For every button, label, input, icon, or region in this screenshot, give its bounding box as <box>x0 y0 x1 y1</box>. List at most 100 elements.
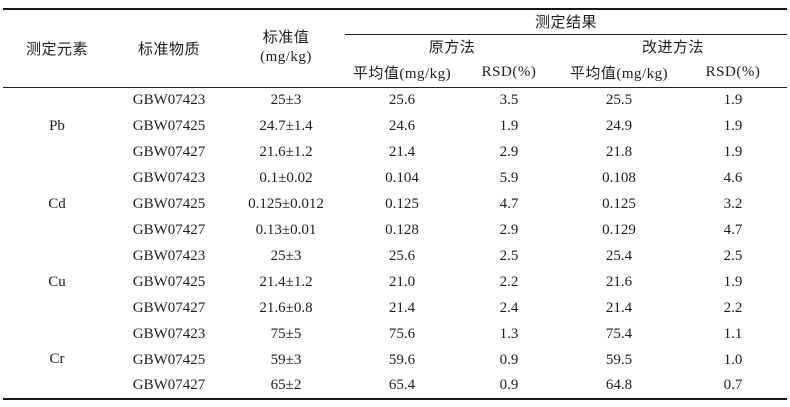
standard-value-cell: 0.13±0.01 <box>255 221 317 238</box>
improved-rsd-cell: 1.9 <box>723 91 743 108</box>
standard-material-cell: GBW07425 <box>132 117 206 134</box>
standard-value-cell: 75±5 <box>270 325 302 342</box>
original-rsd-cell: 2.9 <box>499 143 519 160</box>
header-element: 测定元素 <box>3 9 111 88</box>
improved-mean-cell: 0.108 <box>602 169 636 186</box>
header-method-improved: 改进方法 <box>642 40 705 57</box>
original-mean-cell: 24.6 <box>388 117 416 134</box>
standard-material-cell: GBW07427 <box>132 143 206 160</box>
header-material: 标准物质 <box>111 9 227 88</box>
standard-material-cell: GBW07427 <box>132 377 206 393</box>
standard-value-cell: 59±3 <box>270 351 302 368</box>
table-row: GBW07425 21.4±1.2 21.0 2.2 21.6 1.9 <box>3 269 787 295</box>
original-mean-cell: 21.4 <box>388 299 416 316</box>
improved-rsd-cell: 4.7 <box>723 221 743 238</box>
improved-rsd-cell: 1.9 <box>723 117 743 134</box>
improved-mean-cell: 25.4 <box>605 247 633 264</box>
original-mean-cell: 25.6 <box>388 247 416 264</box>
original-rsd-cell: 4.7 <box>499 195 519 212</box>
original-rsd-cell: 3.5 <box>499 91 519 108</box>
improved-mean-cell: 21.8 <box>605 143 633 160</box>
improved-mean-cell: 0.129 <box>602 221 636 238</box>
improved-mean-cell: 24.9 <box>605 117 633 134</box>
standard-value-cell: 0.125±0.012 <box>248 195 324 212</box>
table-row: GBW07425 0.125±0.012 0.125 4.7 0.125 3.2 <box>3 191 787 217</box>
original-rsd-cell: 5.9 <box>499 169 519 186</box>
improved-rsd-cell: 1.9 <box>723 273 743 290</box>
table-row: Cd GBW07423 0.1±0.02 0.104 5.9 0.108 4.6 <box>3 165 787 212</box>
standard-material-cell: GBW07423 <box>132 247 206 264</box>
standard-value-cell: 0.1±0.02 <box>259 169 313 186</box>
original-rsd-cell: 1.9 <box>499 117 519 134</box>
header-row-methods: 原方法 改进方法 <box>3 34 787 59</box>
standard-value-cell: 24.7±1.4 <box>259 117 313 134</box>
original-rsd-cell: 1.3 <box>499 325 519 342</box>
improved-mean-cell: 64.8 <box>605 377 633 393</box>
standard-value-cell: 65±2 <box>270 377 302 393</box>
standard-material-cell: GBW07425 <box>132 273 206 290</box>
original-mean-cell: 25.6 <box>388 91 416 108</box>
original-rsd-cell: 0.9 <box>499 377 519 393</box>
table-row: Pb GBW07423 25±3 25.6 3.5 25.5 1.9 <box>3 87 787 134</box>
table-row: GBW07427 21.6±0.8 21.4 2.4 21.4 2.2 <box>3 295 787 321</box>
header-improved-rsd: RSD(%) <box>679 59 788 88</box>
improved-rsd-cell: 1.1 <box>723 325 743 342</box>
header-standard-value-unit: (mg/kg) <box>260 49 312 66</box>
header-row-leaf: 平均值(mg/kg) RSD(%) 平均值(mg/kg) RSD(%) <box>3 59 788 88</box>
table-header: 测定元素 标准物质 标准值 (mg/kg) 测定结果 原方法 改进方法 平均值(… <box>3 9 788 88</box>
standard-value-cell: 21.6±1.2 <box>259 143 313 160</box>
element-cell: Cr <box>49 351 65 367</box>
standard-value-cell: 25±3 <box>270 247 302 264</box>
original-mean-cell: 65.4 <box>388 377 416 393</box>
header-row-top: 测定元素 标准物质 标准值 (mg/kg) 测定结果 <box>3 9 788 88</box>
original-rsd-cell: 2.9 <box>499 221 519 238</box>
standard-value-cell: 25±3 <box>270 91 302 108</box>
header-original-rsd: RSD(%) <box>459 59 559 88</box>
standard-material-cell: GBW07423 <box>132 169 206 186</box>
improved-mean-cell: 21.4 <box>605 299 633 316</box>
improved-mean-cell: 25.5 <box>605 91 633 108</box>
original-rsd-cell: 2.2 <box>499 273 519 290</box>
standard-material-cell: GBW07427 <box>132 299 206 316</box>
header-standard-value-label: 标准值 <box>262 30 310 47</box>
improved-mean-cell: 75.4 <box>605 325 633 342</box>
table-row: GBW07427 21.6±1.2 21.4 2.9 21.8 1.9 <box>3 139 787 165</box>
element-cell: Cu <box>48 273 66 290</box>
table-row: GBW07427 65±2 65.4 0.9 64.8 0.7 <box>3 373 787 399</box>
original-mean-cell: 59.6 <box>388 351 416 368</box>
original-rsd-cell: 2.4 <box>499 299 519 316</box>
original-mean-cell: 0.128 <box>385 221 419 238</box>
improved-rsd-cell: 1.9 <box>723 143 743 160</box>
measurement-results-table: 测定元素 标准物质 标准值 (mg/kg) 测定结果 原方法 改进方法 平均值(… <box>3 8 788 400</box>
element-cell: Pb <box>49 117 65 134</box>
original-mean-cell: 75.6 <box>388 325 416 342</box>
original-mean-cell: 21.4 <box>388 143 416 160</box>
standard-material-cell: GBW07427 <box>132 221 206 238</box>
original-rsd-cell: 2.5 <box>499 247 519 264</box>
original-rsd-cell: 0.9 <box>499 351 519 368</box>
table-row: Cu GBW07423 25±3 25.6 2.5 25.4 2.5 <box>3 243 787 290</box>
original-mean-cell: 21.0 <box>388 273 416 290</box>
improved-rsd-cell: 4.6 <box>723 169 743 186</box>
header-original-mean: 平均值(mg/kg) <box>345 59 459 88</box>
table-row: GBW07425 24.7±1.4 24.6 1.9 24.9 1.9 <box>3 113 787 139</box>
standard-material-cell: GBW07423 <box>132 325 206 342</box>
standard-value-cell: 21.6±0.8 <box>259 299 313 316</box>
standard-value-cell: 21.4±1.2 <box>259 273 313 290</box>
improved-rsd-cell: 1.0 <box>723 351 743 368</box>
header-results-group: 测定结果 <box>345 9 788 35</box>
table-row: GBW07425 59±3 59.6 0.9 59.5 1.0 <box>3 347 787 373</box>
improved-rsd-cell: 2.2 <box>723 299 743 316</box>
element-cell: Cd <box>48 195 66 212</box>
header-method-original: 原方法 <box>428 40 476 57</box>
header-standard-value: 标准值 (mg/kg) <box>227 9 345 88</box>
standard-material-cell: GBW07425 <box>132 351 206 368</box>
improved-mean-cell: 59.5 <box>605 351 633 368</box>
improved-mean-cell: 0.125 <box>602 195 636 212</box>
improved-mean-cell: 21.6 <box>605 273 633 290</box>
original-mean-cell: 0.104 <box>385 169 419 186</box>
standard-material-cell: GBW07423 <box>132 91 206 108</box>
original-mean-cell: 0.125 <box>385 195 419 212</box>
header-improved-mean: 平均值(mg/kg) <box>559 59 679 88</box>
